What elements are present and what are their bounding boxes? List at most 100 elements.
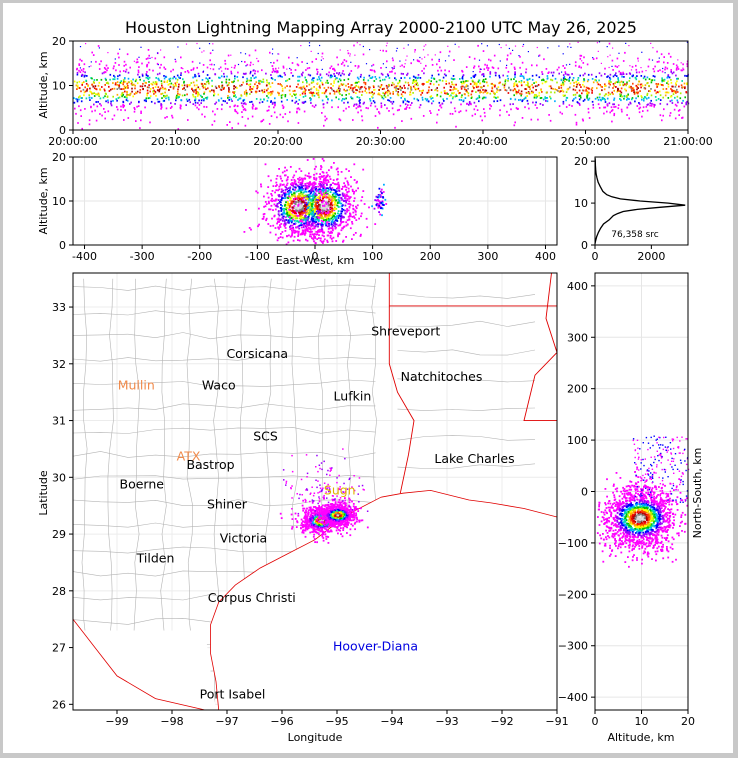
- source-point: [333, 206, 336, 209]
- source-point: [122, 81, 125, 84]
- source-point: [296, 107, 299, 110]
- source-point: [636, 105, 639, 107]
- source-point: [638, 102, 640, 104]
- source-point: [231, 66, 233, 68]
- source-point: [281, 104, 284, 107]
- source-point: [410, 62, 412, 65]
- source-point: [475, 105, 477, 108]
- source-point: [194, 73, 196, 76]
- source-point: [289, 220, 292, 222]
- source-point: [257, 70, 259, 73]
- source-point: [516, 83, 518, 86]
- source-point: [261, 81, 263, 83]
- source-point: [299, 181, 302, 184]
- source-point: [670, 81, 673, 84]
- source-point: [152, 87, 154, 89]
- source-point: [333, 67, 335, 70]
- source-point: [465, 84, 468, 86]
- source-point: [326, 174, 329, 176]
- source-point: [541, 82, 544, 85]
- source-point: [638, 103, 641, 106]
- source-point: [330, 214, 333, 217]
- source-point: [161, 86, 164, 89]
- source-point: [304, 186, 307, 189]
- source-point: [544, 81, 547, 84]
- source-point: [104, 84, 106, 86]
- source-point: [109, 78, 111, 81]
- source-point: [462, 74, 465, 76]
- source-point: [154, 102, 156, 105]
- source-point: [661, 70, 664, 73]
- source-point: [313, 240, 315, 243]
- source-point: [610, 81, 612, 83]
- source-point: [325, 210, 328, 213]
- source-point: [566, 97, 569, 99]
- source-point: [176, 74, 179, 77]
- source-point: [122, 94, 124, 96]
- source-point: [606, 110, 608, 113]
- source-point: [324, 119, 327, 122]
- source-point: [100, 60, 102, 63]
- source-point: [550, 91, 552, 94]
- source-point: [377, 126, 379, 129]
- source-point: [353, 191, 356, 193]
- source-point: [378, 194, 381, 197]
- source-point: [251, 100, 253, 103]
- source-point: [579, 84, 581, 86]
- source-point: [531, 83, 533, 86]
- source-point: [352, 87, 354, 90]
- source-point: [378, 187, 381, 190]
- source-point: [130, 101, 132, 104]
- source-point: [465, 66, 468, 68]
- source-point: [308, 83, 311, 86]
- source-point: [373, 80, 376, 82]
- source-point: [518, 55, 520, 57]
- source-point: [302, 71, 304, 74]
- source-point: [409, 77, 411, 80]
- source-point: [76, 100, 79, 103]
- source-point: [230, 70, 232, 73]
- source-point: [104, 117, 106, 120]
- source-point: [334, 227, 337, 230]
- source-point: [290, 197, 292, 200]
- source-point: [308, 194, 311, 197]
- source-point: [88, 123, 91, 126]
- source-point: [315, 190, 318, 193]
- source-point: [626, 114, 628, 116]
- source-point: [344, 212, 347, 215]
- source-point: [182, 68, 184, 70]
- source-point: [339, 193, 341, 196]
- source-point: [331, 194, 334, 196]
- source-point: [528, 78, 531, 80]
- source-point: [448, 95, 451, 97]
- source-point: [313, 176, 315, 179]
- source-point: [157, 86, 160, 89]
- source-point: [297, 514, 300, 517]
- source-point: [104, 71, 106, 73]
- source-point: [635, 68, 638, 71]
- source-point: [348, 190, 350, 193]
- source-point: [142, 88, 144, 90]
- source-point: [319, 216, 322, 219]
- source-point: [409, 104, 412, 106]
- source-point: [160, 105, 163, 108]
- source-point: [271, 78, 274, 80]
- source-point: [562, 53, 564, 55]
- source-point: [364, 82, 367, 84]
- source-point: [313, 77, 315, 79]
- source-point: [267, 175, 270, 178]
- altitude-time-sources: [73, 41, 690, 130]
- source-point: [323, 192, 325, 195]
- source-point: [336, 194, 339, 197]
- source-point: [124, 90, 126, 93]
- source-point: [287, 201, 289, 203]
- source-point: [316, 214, 319, 216]
- x-tick-label: 300: [477, 250, 498, 263]
- source-point: [471, 90, 474, 92]
- source-point: [462, 80, 465, 83]
- source-point: [583, 78, 585, 80]
- source-point: [515, 91, 518, 93]
- source-point: [293, 174, 296, 177]
- source-point: [276, 202, 279, 205]
